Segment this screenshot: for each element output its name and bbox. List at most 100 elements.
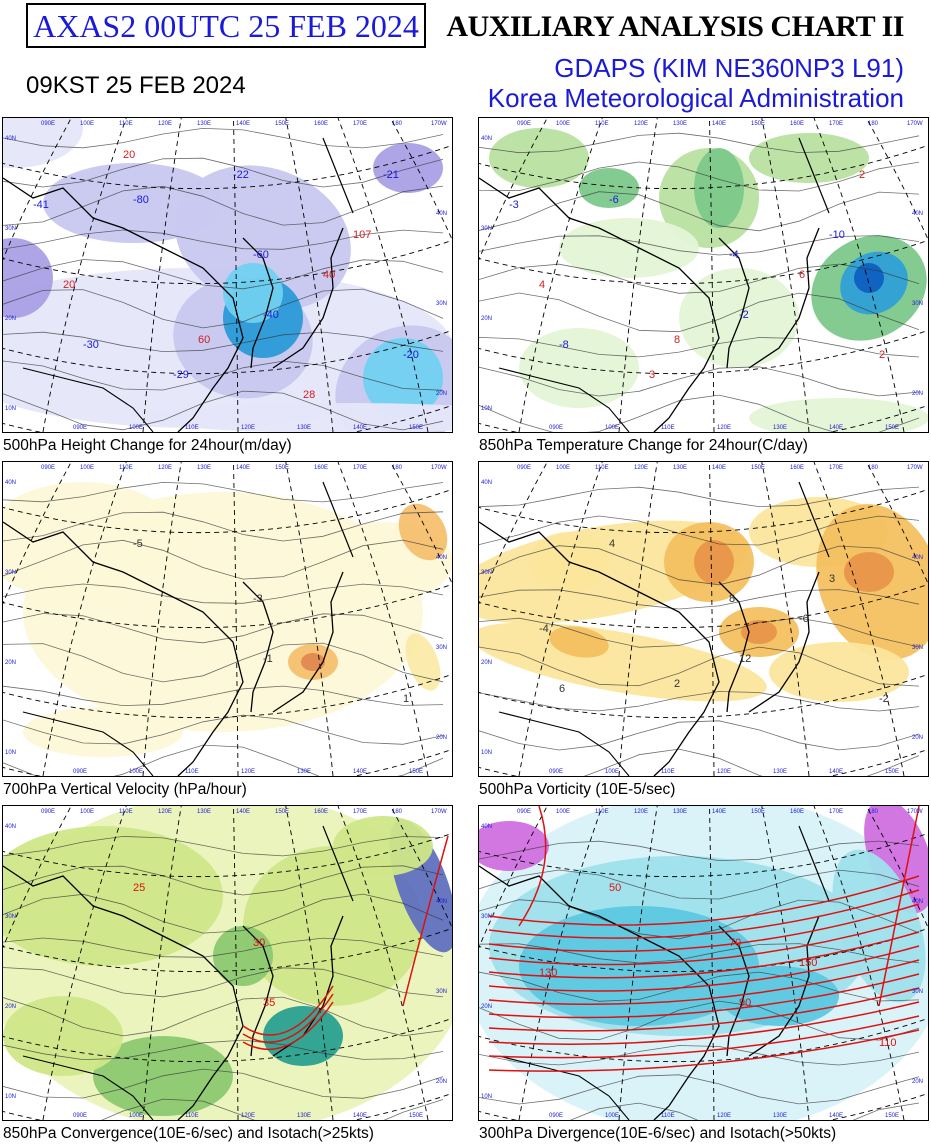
contour-value-label: -3 bbox=[509, 199, 519, 211]
parallel-line bbox=[479, 927, 928, 973]
top-longitude-tick: 120E bbox=[634, 121, 648, 127]
coastline-south bbox=[22, 711, 154, 776]
panel-850hpa-convergence: 25 30 35 090E 100E 110E 120E 130E 140E 150E 160E 17… bbox=[2, 805, 453, 1121]
shaded-region bbox=[749, 133, 869, 183]
contour-value-label: 40 bbox=[323, 269, 335, 281]
parallel-line bbox=[3, 673, 452, 719]
shaded-region bbox=[3, 118, 83, 168]
isotach-line bbox=[488, 889, 920, 939]
coastline-north bbox=[322, 137, 354, 214]
contour-value-label: 3 bbox=[829, 573, 835, 585]
bottom-longitude-tick: 140E bbox=[829, 425, 843, 431]
right-latitude-tick: 20N bbox=[436, 735, 447, 741]
coastline-south bbox=[22, 367, 154, 432]
top-longitude-tick: 130E bbox=[673, 809, 687, 815]
top-longitude-tick: 180 bbox=[868, 809, 879, 815]
top-longitude-tick: 140E bbox=[236, 465, 250, 471]
parallel-line bbox=[3, 927, 452, 973]
isotach-line bbox=[488, 917, 920, 966]
contour-line bbox=[3, 835, 444, 857]
top-longitude-tick: 140E bbox=[236, 809, 250, 815]
top-longitude-tick: 170E bbox=[353, 465, 367, 471]
shaded-region bbox=[398, 503, 448, 561]
isotach-lines bbox=[242, 835, 449, 1051]
meridian-line bbox=[337, 462, 429, 776]
left-latitude-tick: 10N bbox=[481, 406, 492, 412]
contour-value-label: 107 bbox=[353, 229, 371, 241]
axis-tick-labels: 090E 100E 110E 120E 130E 140E 150E 160E 170E 180 1… bbox=[5, 465, 447, 775]
coastline bbox=[479, 481, 830, 776]
contour-line bbox=[3, 259, 444, 290]
contour-value-label: -10 bbox=[829, 229, 845, 241]
top-longitude-tick: 120E bbox=[634, 465, 648, 471]
bottom-longitude-tick: 140E bbox=[353, 1113, 367, 1119]
axis-tick-labels: 090E 100E 110E 120E 130E 140E 150E 160E 170E 180 1… bbox=[5, 121, 447, 431]
parallel-line bbox=[479, 239, 928, 285]
contour-value-label: -6 bbox=[609, 194, 619, 206]
contour-value-label: 130 bbox=[539, 967, 557, 979]
top-longitude-tick: 180 bbox=[392, 465, 403, 471]
left-latitude-tick: 20N bbox=[5, 316, 16, 322]
parallel-line bbox=[479, 673, 928, 719]
bottom-longitude-tick: 100E bbox=[605, 425, 619, 431]
coastline-south bbox=[498, 711, 630, 776]
top-longitude-tick: 180 bbox=[868, 121, 879, 127]
top-longitude-tick: 100E bbox=[556, 809, 570, 815]
top-longitude-tick: 150E bbox=[275, 809, 289, 815]
coastline-mainland bbox=[479, 865, 720, 1120]
meridian-line bbox=[285, 462, 334, 776]
top-longitude-tick: 110E bbox=[119, 809, 133, 815]
left-latitude-tick: 30N bbox=[5, 570, 16, 576]
meridian-line bbox=[518, 118, 603, 432]
bottom-longitude-tick: 150E bbox=[885, 1113, 899, 1119]
contour-value-label: -21 bbox=[383, 169, 399, 181]
top-longitude-tick: 140E bbox=[712, 809, 726, 815]
left-latitude-tick: 20N bbox=[481, 1004, 492, 1010]
right-latitude-tick: 20N bbox=[912, 391, 923, 397]
top-longitude-tick: 130E bbox=[197, 121, 211, 127]
right-latitude-tick: 40N bbox=[912, 899, 923, 905]
graticule bbox=[479, 118, 928, 432]
meridian-line bbox=[142, 118, 182, 432]
panel-500hpa-height-change: -80 -60 -40 -20 20 40 60 107 -30 -29 -41 -21 -22 28 20… bbox=[2, 117, 453, 433]
coastline-islands bbox=[748, 915, 820, 1057]
caption-500hpa-height-change: 500hPa Height Change for 24hour(m/day) bbox=[3, 437, 292, 454]
left-latitude-tick: 30N bbox=[5, 914, 16, 920]
left-latitude-tick: 40N bbox=[481, 824, 492, 830]
bottom-longitude-tick: 140E bbox=[353, 769, 367, 775]
top-longitude-tick: 180 bbox=[868, 465, 879, 471]
coastline-north bbox=[322, 481, 354, 558]
top-longitude-tick: 120E bbox=[158, 465, 172, 471]
bottom-longitude-tick: 150E bbox=[409, 769, 423, 775]
contour-value-label: 3 bbox=[649, 369, 655, 381]
contour-line bbox=[479, 1074, 920, 1105]
contour-line bbox=[479, 161, 920, 192]
shaded-region bbox=[479, 622, 767, 702]
panel-850hpa-temperature-change: -6 -4 -2 2 4 6 8 -10 -8 3 -3 2 090E 100E 110E 120E 130E 1… bbox=[478, 117, 929, 433]
left-latitude-tick: 30N bbox=[5, 226, 16, 232]
contour-value-label: -3 bbox=[253, 593, 263, 605]
contour-value-label: -8 bbox=[559, 339, 569, 351]
top-longitude-tick: 170W bbox=[907, 121, 923, 127]
parallel-line bbox=[479, 144, 928, 190]
top-longitude-tick: 170E bbox=[829, 465, 843, 471]
top-longitude-tick: 180 bbox=[392, 121, 403, 127]
bottom-longitude-tick: 100E bbox=[605, 1113, 619, 1119]
contour-line bbox=[479, 486, 920, 508]
left-latitude-tick: 10N bbox=[481, 750, 492, 756]
contour-line bbox=[3, 642, 444, 683]
caption-300hpa-divergence: 300hPa Divergence(10E-6/sec) and Isotach… bbox=[479, 1125, 837, 1142]
contour-value-label: 12 bbox=[739, 653, 751, 665]
coastline bbox=[479, 137, 830, 432]
graticule bbox=[3, 118, 452, 432]
contour-lines bbox=[3, 835, 444, 1120]
contour-line bbox=[479, 336, 920, 358]
bottom-longitude-tick: 090E bbox=[549, 769, 563, 775]
contour-value-label: 28 bbox=[303, 389, 315, 401]
local-time: 09KST 25 FEB 2024 bbox=[26, 72, 246, 99]
meridian-line bbox=[813, 462, 905, 776]
contour-line bbox=[3, 157, 444, 188]
top-longitude-tick: 140E bbox=[712, 121, 726, 127]
parallel-line bbox=[3, 832, 452, 878]
meridian-line bbox=[761, 806, 810, 1120]
